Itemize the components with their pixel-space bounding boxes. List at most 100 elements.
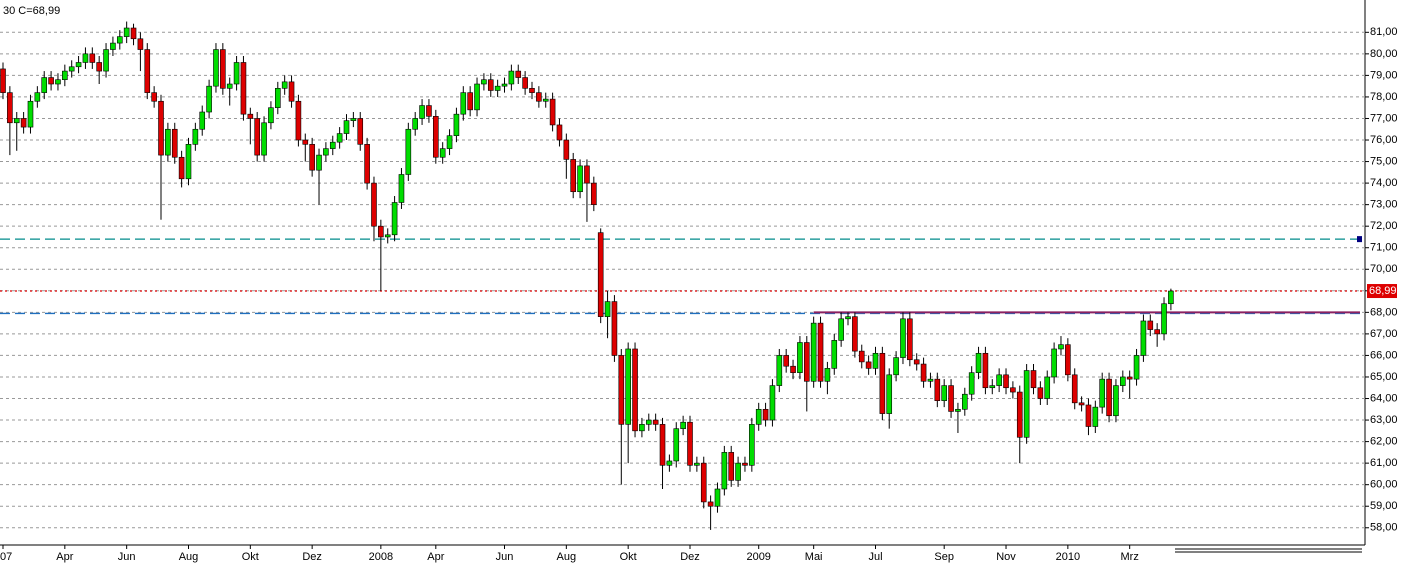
candle-body [618,355,625,425]
candle-body [680,421,686,429]
candle-body [378,225,384,238]
candle-body [316,154,322,171]
candle-body [968,372,975,395]
candle-body [1058,344,1064,350]
candle-body [467,92,473,111]
y-tick-label: 61,00 [1370,457,1398,469]
candle-body [1133,355,1140,380]
candle-body [900,318,906,358]
candle-body [261,122,267,156]
candle-body [192,128,199,145]
candle-body [1126,376,1133,380]
candle-body [75,62,82,68]
candle-body [893,357,899,376]
y-tick-label: 78,00 [1370,91,1398,103]
candle-body [89,53,96,63]
y-tick-label: 79,00 [1370,69,1398,81]
candle-body [714,488,721,507]
candle-body [439,148,446,158]
y-tick-label: 75,00 [1370,155,1398,167]
candle-body [0,68,6,93]
candle-body [82,53,89,63]
candle-body [611,301,618,356]
candle-body [171,128,178,158]
candle-body [384,234,391,238]
candle-body [1147,320,1154,330]
candle-body [1168,290,1174,305]
x-tick-label: 2010 [1056,551,1080,563]
candle-body [220,49,226,89]
y-tick-label: 77,00 [1370,112,1398,124]
candle-body [7,92,13,124]
x-tick-label: Okt [242,551,259,563]
candle-body [185,144,192,180]
candle-body [274,88,281,109]
candle-body [645,419,652,425]
candle-body [927,378,934,382]
candle-body [487,79,494,91]
candle-body [838,318,844,341]
candle-body [1023,370,1030,438]
candle-body [934,378,941,401]
candle-body [810,322,817,382]
x-tick-label: 2008 [369,551,393,563]
candle-body [941,385,947,401]
candle-body [419,105,425,119]
candle-body [144,49,151,93]
candle-body [625,348,631,425]
candle-body [13,118,20,124]
price-label-box [1367,284,1397,299]
candle-body [20,118,27,128]
x-tick-label: Mrz [1121,551,1139,563]
y-tick-label: 62,00 [1370,436,1398,448]
x-tick-label: Jun [496,551,514,563]
x-tick-label: 2009 [746,551,770,563]
candle-body [350,118,357,121]
x-tick-label: Dez [680,551,700,563]
candle-body [996,374,1002,386]
x-tick-label: Okt [620,551,637,563]
candle-body [130,27,137,40]
candle-body [240,62,247,115]
candle-body [295,100,302,141]
candle-body [233,62,240,85]
candle-body [323,148,329,156]
x-tick-label: Nov [996,551,1016,563]
x-tick-label: 07 [0,551,12,563]
y-tick-label: 70,00 [1370,263,1398,275]
candle-body [975,352,982,373]
candle-body [797,342,803,373]
candle-body [110,42,116,50]
candle-body [852,316,858,352]
candle-body [474,83,480,111]
candle-body [288,81,295,102]
line-handle [1357,236,1362,243]
candle-body [254,118,260,156]
candle-body [460,92,467,115]
candle-body [1092,406,1099,427]
candle-body [529,88,535,93]
candle-body [1113,385,1119,417]
y-tick-label: 68,00 [1370,306,1398,318]
candle-body [858,350,865,363]
y-tick-label: 80,00 [1370,48,1398,60]
candle-body [391,202,398,236]
candle-body [68,66,75,72]
y-tick-label: 60,00 [1370,479,1398,491]
candle-body [742,462,748,466]
candle-body [755,408,762,425]
candle-body [687,421,693,466]
y-tick-label: 74,00 [1370,177,1398,189]
candle-body [584,165,590,184]
candle-body [268,107,274,124]
y-tick-label: 76,00 [1370,134,1398,146]
candle-body [453,113,460,137]
candle-body [1085,404,1092,427]
candle-body [226,83,233,89]
candle-body [817,322,824,382]
candle-body [206,85,212,113]
candle-body [913,359,920,365]
candle-body [103,49,109,72]
candle-body [831,340,838,369]
